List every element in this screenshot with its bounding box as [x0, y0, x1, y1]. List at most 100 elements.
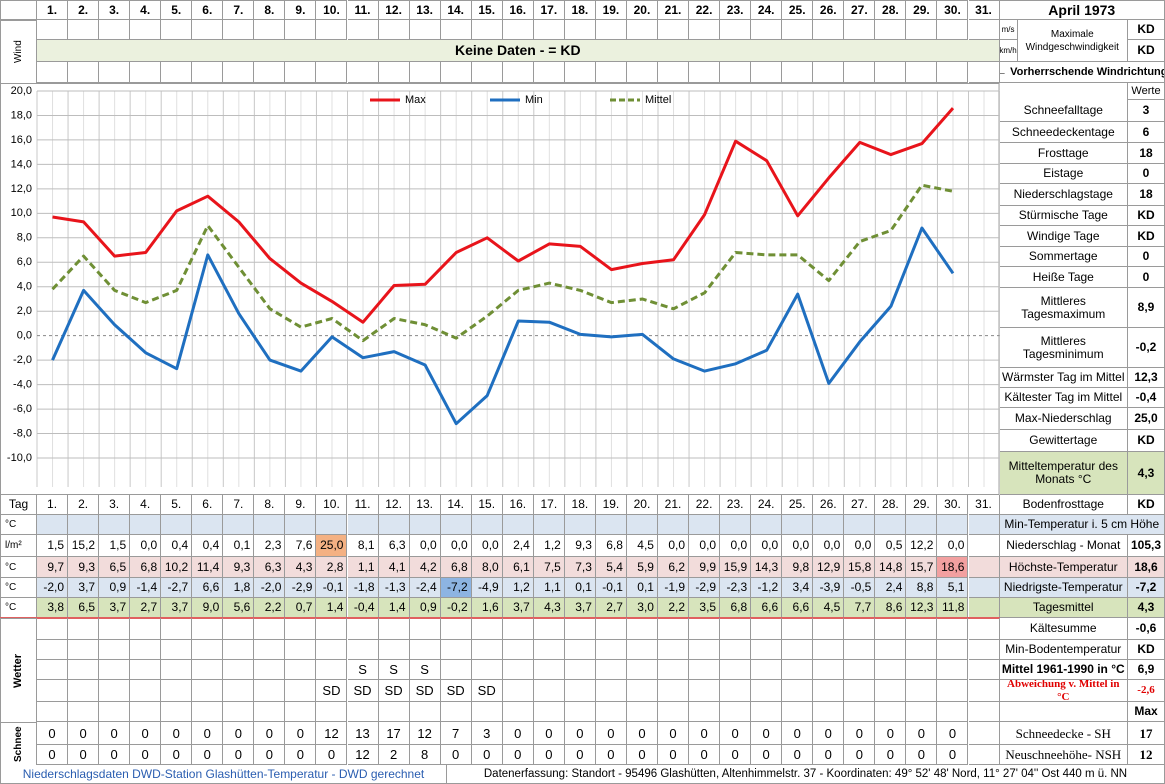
day-header: 19.	[595, 0, 627, 20]
stat-label: Schneedecke - SH	[999, 722, 1128, 745]
stat-label: Niedrigste-Temperatur	[999, 578, 1128, 598]
weather-cell	[906, 702, 938, 722]
day-label: 20.	[626, 495, 658, 515]
stat-label: Min-Bodentemperatur	[999, 640, 1128, 660]
weather-cell	[875, 660, 907, 680]
table-cell: 3,7	[564, 598, 596, 618]
snow-cell: 8	[409, 745, 441, 765]
table-cell: -0,1	[316, 578, 348, 598]
wind-cell	[409, 20, 441, 40]
table-cell: 18,6	[937, 557, 969, 578]
snow-cell: 0	[192, 745, 224, 765]
table-cell: 10,2	[161, 557, 193, 578]
wind-cell	[471, 20, 503, 40]
day-label: 28.	[875, 495, 907, 515]
footer-left: Niederschlagsdaten DWD-Station Glashütte…	[0, 765, 447, 784]
weather-cell	[440, 640, 472, 660]
wind-cell	[968, 62, 1000, 83]
table-cell	[440, 515, 472, 535]
table-cell: 0,0	[658, 535, 690, 557]
table-cell: 2,4	[502, 535, 534, 557]
day-header: 27.	[844, 0, 876, 20]
weather-cell	[37, 640, 69, 660]
snow-cell: 0	[564, 722, 596, 745]
stat-value: 6,9	[1128, 660, 1165, 680]
table-cell	[316, 515, 348, 535]
weather-cell	[99, 640, 131, 660]
wind-cell	[130, 62, 162, 83]
table-cell	[378, 515, 410, 535]
day-header: 31.	[968, 0, 1000, 20]
table-cell: -1,4	[130, 578, 162, 598]
weather-cell	[254, 680, 286, 702]
weather-cell	[968, 702, 1000, 722]
stat-label: Frosttage	[999, 143, 1128, 164]
table-cell: -2,7	[161, 578, 193, 598]
table-cell: 15,8	[844, 557, 876, 578]
table-cell	[968, 515, 1000, 535]
values-header: Werte	[1128, 83, 1165, 100]
snow-cell: 0	[937, 745, 969, 765]
table-cell: 0,0	[782, 535, 814, 557]
max-wind-label: Maximale Windgeschwindigkeit	[1017, 20, 1128, 62]
stat-label: Schneedeckentage	[999, 122, 1128, 143]
wind-cell	[782, 20, 814, 40]
table-cell: -1,8	[347, 578, 379, 598]
table-cell: 0,4	[192, 535, 224, 557]
day-header: 21.	[658, 0, 690, 20]
wind-cell	[37, 62, 69, 83]
weather-cell	[161, 640, 193, 660]
weather-cell	[347, 702, 379, 722]
y-tick-label: 2,0	[17, 305, 32, 317]
day-header: 6.	[192, 0, 224, 20]
wind-cell	[937, 62, 969, 83]
weather-cell	[751, 702, 783, 722]
table-cell: 0,0	[409, 535, 441, 557]
wind-cell	[316, 62, 348, 83]
table-cell: 6,1	[502, 557, 534, 578]
day-label: 31.	[968, 495, 1000, 515]
weather-cell	[968, 680, 1000, 702]
wind-cell	[68, 20, 100, 40]
stat-label: Tagesmittel	[999, 598, 1128, 618]
weather-cell	[689, 680, 721, 702]
table-cell: 6,3	[254, 557, 286, 578]
table-cell: 12,3	[906, 598, 938, 618]
day-label: 6.	[192, 495, 224, 515]
table-cell: 9,9	[689, 557, 721, 578]
snow-cell: 0	[937, 722, 969, 745]
table-cell: 0,0	[751, 535, 783, 557]
snow-cell: 0	[130, 745, 162, 765]
weather-cell	[875, 618, 907, 640]
weather-cell	[192, 660, 224, 680]
stat-value: 17	[1128, 722, 1165, 745]
table-cell: 0,0	[440, 535, 472, 557]
weather-cell	[658, 660, 690, 680]
table-cell	[658, 515, 690, 535]
weather-cell	[68, 680, 100, 702]
weather-cell: S	[409, 660, 441, 680]
weather-cell	[626, 702, 658, 722]
weather-cell	[378, 618, 410, 640]
weather-cell	[906, 618, 938, 640]
table-cell	[906, 515, 938, 535]
wind-cell	[316, 20, 348, 40]
snow-cell: 0	[689, 722, 721, 745]
weather-cell	[937, 660, 969, 680]
weather-cell	[626, 640, 658, 660]
day-label: 17.	[533, 495, 565, 515]
weather-cell	[285, 702, 317, 722]
table-cell: 0,0	[844, 535, 876, 557]
weather-cell	[595, 660, 627, 680]
table-cell: 12,9	[813, 557, 845, 578]
snow-cell: 0	[37, 745, 69, 765]
snow-cell	[968, 745, 1000, 765]
snow-cell: 0	[626, 745, 658, 765]
weather-cell	[378, 702, 410, 722]
day-label: 27.	[844, 495, 876, 515]
series-line	[51, 226, 955, 426]
table-cell: -0,1	[595, 578, 627, 598]
legend-label: Mittel	[645, 94, 671, 106]
table-cell	[68, 515, 100, 535]
wind-cell	[595, 62, 627, 83]
